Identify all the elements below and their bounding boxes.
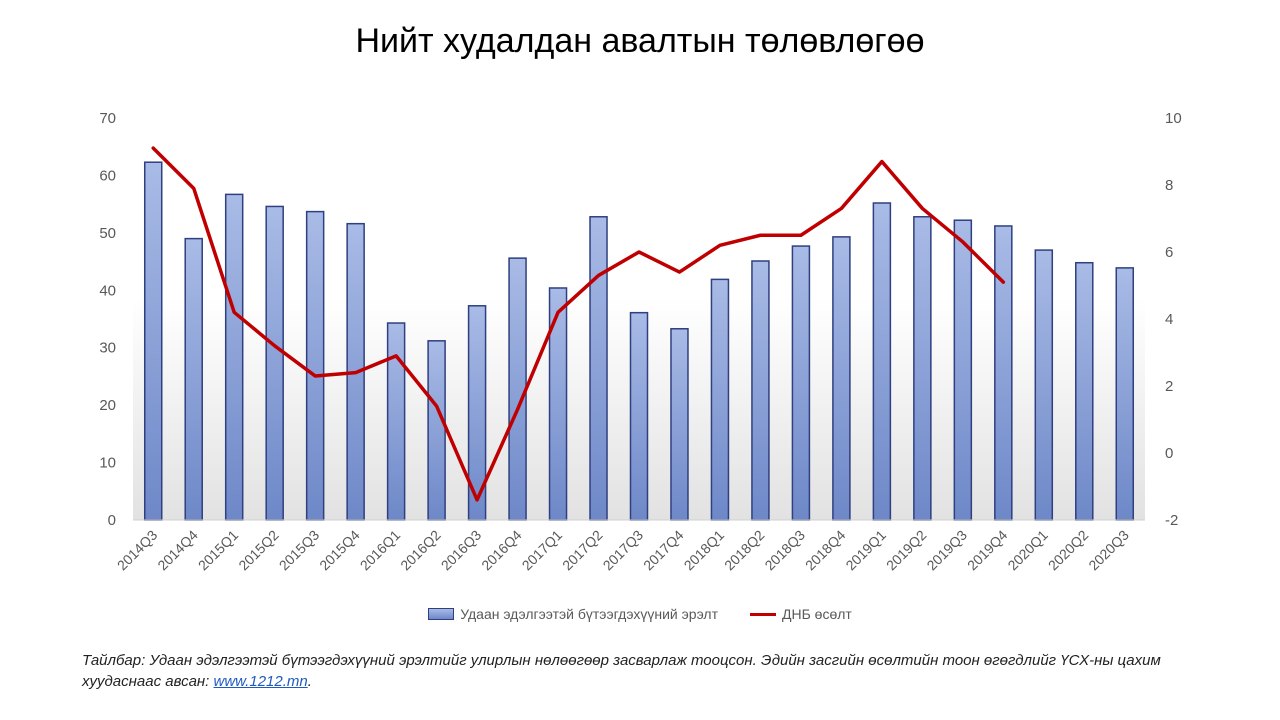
- bar: [1034, 249, 1054, 521]
- bar: [791, 245, 811, 521]
- x-tick-label: 2016Q2: [397, 527, 444, 574]
- bar: [629, 311, 649, 521]
- y-right-tick-label: -2: [1165, 512, 1178, 529]
- legend-bar-swatch: [428, 608, 455, 620]
- y-right-tick-label: 2: [1165, 378, 1173, 395]
- x-tick-label: 2017Q4: [640, 527, 687, 574]
- x-tick-label: 2018Q3: [761, 527, 808, 574]
- footnote: Тайлбар: Удаан эдэлгээтэй бүтээгдэхүүний…: [82, 650, 1202, 692]
- y-right-tick-label: 4: [1165, 311, 1173, 328]
- y-left-tick-label: 10: [99, 455, 116, 472]
- bar: [386, 322, 406, 521]
- y-right-tick-label: 10: [1165, 110, 1182, 127]
- y-right-tick-label: 8: [1165, 177, 1173, 194]
- bar: [832, 236, 851, 521]
- y-left-tick-label: 20: [99, 397, 116, 414]
- x-tick-label: 2018Q1: [681, 527, 728, 574]
- y-axis-right: -2 0 2 4 6 8 10: [1165, 110, 1182, 529]
- y-left-tick-label: 70: [99, 110, 116, 127]
- x-tick-label: 2017Q3: [600, 527, 647, 574]
- x-tick-label: 2019Q2: [883, 527, 930, 574]
- y-right-tick-label: 6: [1165, 244, 1173, 261]
- line-series: [151, 146, 1006, 502]
- bar: [265, 205, 284, 521]
- source-link[interactable]: www.1212.mn: [213, 673, 308, 690]
- footnote-suffix: .: [307, 673, 312, 690]
- bar: [710, 278, 730, 521]
- x-tick-label: 2020Q1: [1004, 527, 1051, 574]
- x-axis: 2014Q32014Q42015Q12015Q22015Q32015Q42016…: [114, 519, 1145, 574]
- y-left-tick-label: 50: [99, 225, 116, 242]
- y-left-tick-label: 0: [108, 512, 116, 529]
- legend-item-line[interactable]: ДНБ өсөлт: [749, 606, 852, 622]
- y-left-tick-label: 30: [99, 340, 116, 357]
- bar: [953, 219, 973, 521]
- bar: [913, 216, 932, 521]
- x-tick-label: 2018Q2: [721, 527, 768, 574]
- y-left-tick-label: 40: [99, 282, 116, 299]
- bar: [184, 237, 203, 521]
- legend-item-bars[interactable]: Удаан эдэлгээтэй бүтээгдэхүүний эрэлт: [428, 606, 718, 622]
- bar: [1115, 267, 1135, 521]
- footnote-prefix: Тайлбар: [82, 652, 142, 669]
- y-axis-left: 0 10 20 30 40 50 60 70: [99, 110, 116, 529]
- bar: [305, 210, 325, 521]
- legend-line-swatch: [749, 612, 776, 616]
- bar: [143, 161, 163, 521]
- bar: [224, 193, 244, 521]
- x-tick-label: 2015Q1: [195, 527, 242, 574]
- x-tick-label: 2016Q3: [438, 527, 485, 574]
- x-tick-label: 2015Q2: [235, 527, 282, 574]
- bar: [751, 260, 770, 521]
- x-tick-label: 2019Q3: [923, 527, 970, 574]
- x-tick-label: 2017Q1: [519, 527, 566, 574]
- x-tick-label: 2015Q4: [316, 527, 363, 574]
- x-tick-label: 2016Q4: [478, 527, 525, 574]
- x-tick-label: 2014Q3: [114, 527, 161, 574]
- bar: [508, 257, 527, 521]
- y-left-tick-label: 60: [99, 167, 116, 184]
- x-tick-label: 2019Q4: [964, 527, 1011, 574]
- x-tick-label: 2014Q4: [154, 527, 201, 574]
- bar: [994, 225, 1013, 521]
- chart-title: Нийт худалдан авалтын төлөвлөгөө: [355, 22, 925, 60]
- bar: [1075, 261, 1094, 521]
- x-tick-label: 2016Q1: [357, 527, 404, 574]
- y-right-tick-label: 0: [1165, 445, 1173, 462]
- x-tick-label: 2020Q2: [1045, 527, 1092, 574]
- bar: [872, 202, 892, 521]
- x-tick-label: 2015Q3: [276, 527, 323, 574]
- x-tick-label: 2017Q2: [559, 527, 606, 574]
- legend-bar-label: Удаан эдэлгээтэй бүтээгдэхүүний эрэлт: [460, 606, 718, 622]
- gdp-growth-line: [151, 146, 1006, 502]
- bar: [427, 340, 446, 521]
- bar: [670, 328, 689, 521]
- x-tick-label: 2020Q3: [1085, 527, 1132, 574]
- legend: Удаан эдэлгээтэй бүтээгдэхүүний эрэлт ДН…: [0, 606, 1280, 622]
- footnote-text: : Удаан эдэлгээтэй бүтээгдэхүүний эрэлти…: [82, 652, 1161, 690]
- x-tick-label: 2019Q1: [842, 527, 889, 574]
- bar: [589, 216, 608, 521]
- legend-line-label: ДНБ өсөлт: [781, 606, 852, 622]
- x-tick-label: 2018Q4: [802, 527, 849, 574]
